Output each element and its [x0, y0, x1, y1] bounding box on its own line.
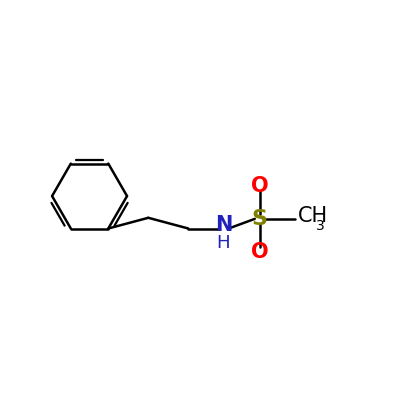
Text: H: H [217, 234, 230, 252]
Text: 3: 3 [316, 219, 325, 233]
Text: S: S [252, 209, 268, 229]
Text: O: O [251, 242, 268, 262]
Text: O: O [251, 176, 268, 196]
Text: CH: CH [298, 206, 328, 226]
Text: N: N [215, 215, 232, 235]
